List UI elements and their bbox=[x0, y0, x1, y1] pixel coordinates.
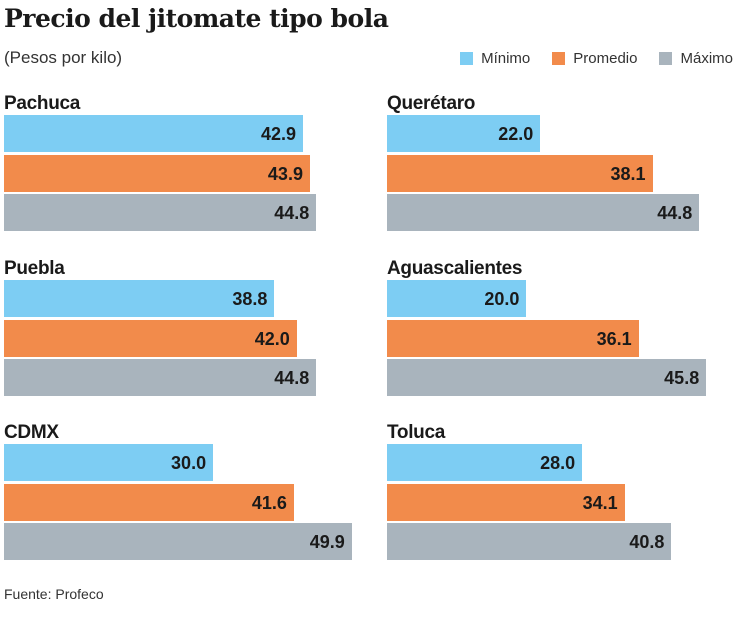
bar: 38.8 bbox=[4, 280, 275, 317]
bar: 34.1 bbox=[387, 483, 625, 521]
bar: 41.6 bbox=[4, 483, 294, 521]
chart-title: Precio del jitomate tipo bola bbox=[4, 4, 389, 33]
bar: 42.0 bbox=[4, 319, 297, 357]
data-label: 41.6 bbox=[251, 492, 287, 513]
bar: 49.9 bbox=[4, 523, 352, 560]
data-label: 38.8 bbox=[232, 289, 268, 309]
bar: 38.1 bbox=[387, 154, 653, 192]
city-label: Querétaro bbox=[387, 93, 476, 114]
bar: 40.8 bbox=[387, 523, 672, 560]
legend-item: Máximo bbox=[659, 50, 733, 67]
legend-item: Mínimo bbox=[460, 50, 530, 67]
legend-label: Promedio bbox=[573, 50, 638, 67]
data-label: 42.9 bbox=[260, 124, 296, 144]
bar: 36.1 bbox=[387, 319, 639, 357]
data-label: 44.8 bbox=[274, 203, 310, 223]
bar: 22.0 bbox=[387, 115, 541, 152]
legend-swatch bbox=[460, 52, 474, 65]
bar: 30.0 bbox=[4, 444, 214, 481]
chart-subtitle: (Pesos por kilo) bbox=[4, 48, 123, 67]
data-label: 34.1 bbox=[582, 492, 618, 513]
legend: Mínimo Promedio Máximo bbox=[460, 50, 733, 67]
city-label: Pachuca bbox=[4, 93, 81, 114]
bar: 44.8 bbox=[387, 194, 700, 231]
data-label: 49.9 bbox=[309, 532, 345, 552]
bar: 44.8 bbox=[4, 359, 317, 396]
city-label: Toluca bbox=[387, 422, 446, 443]
data-label: 30.0 bbox=[171, 453, 207, 473]
city-label: Aguascalientes bbox=[387, 258, 523, 279]
city-label: CDMX bbox=[4, 422, 59, 443]
bar: 45.8 bbox=[387, 359, 707, 396]
bar: 43.9 bbox=[4, 154, 310, 192]
data-label: 36.1 bbox=[596, 328, 632, 349]
city-label: Puebla bbox=[4, 258, 65, 279]
data-label: 22.0 bbox=[498, 124, 534, 144]
data-label: 38.1 bbox=[610, 163, 646, 184]
data-label: 42.0 bbox=[254, 328, 290, 349]
data-label: 43.9 bbox=[267, 163, 303, 184]
legend-label: Mínimo bbox=[481, 50, 531, 67]
data-label: 45.8 bbox=[664, 368, 700, 388]
bar: 28.0 bbox=[387, 444, 583, 481]
data-label: 44.8 bbox=[274, 368, 310, 388]
data-label: 28.0 bbox=[540, 453, 576, 473]
source-note: Fuente: Profeco bbox=[4, 586, 104, 602]
bar: 42.9 bbox=[4, 115, 303, 152]
data-label: 40.8 bbox=[629, 532, 665, 552]
bar: 20.0 bbox=[387, 280, 527, 317]
legend-swatch bbox=[552, 52, 566, 65]
bar: 44.8 bbox=[4, 194, 317, 231]
legend-item: Promedio bbox=[552, 50, 637, 67]
data-label: 44.8 bbox=[657, 203, 693, 223]
legend-label: Máximo bbox=[680, 50, 733, 67]
legend-swatch bbox=[659, 52, 673, 65]
data-label: 20.0 bbox=[484, 289, 520, 309]
